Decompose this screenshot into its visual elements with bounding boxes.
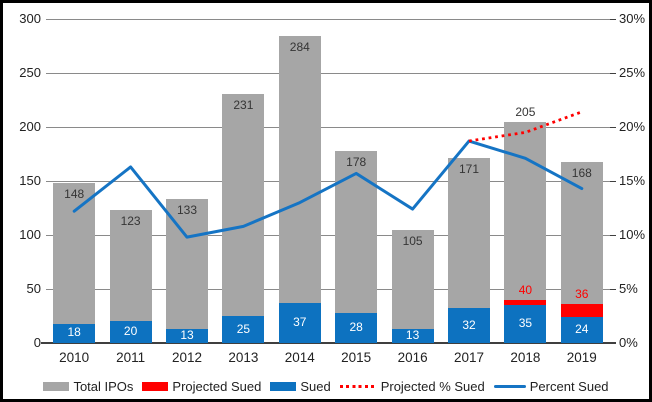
bar-projected-sued-2018 xyxy=(504,299,547,306)
x-tick-2015: 2015 xyxy=(341,350,372,365)
label-total-ipos-2012: 133 xyxy=(176,203,198,218)
y-left-tick-200: 200 xyxy=(19,119,41,134)
y-left-tick-100: 100 xyxy=(19,227,41,242)
y-right-tick-0%: 0% xyxy=(619,335,638,350)
bar-projected-sued-2019 xyxy=(560,304,603,318)
x-tick-2014: 2014 xyxy=(284,350,315,365)
x-tick-2018: 2018 xyxy=(510,350,541,365)
legend-label: Sued xyxy=(300,378,331,394)
label-total-ipos-2016: 105 xyxy=(402,233,423,248)
y-left-tick-250: 250 xyxy=(19,65,41,80)
legend-swatch-line xyxy=(493,384,526,388)
label-sued-2014: 37 xyxy=(293,315,307,330)
y-left-tick-150: 150 xyxy=(19,173,41,188)
right-axis-tick xyxy=(610,288,616,290)
gridline-50 xyxy=(46,288,610,290)
x-tick-2017: 2017 xyxy=(453,350,485,365)
label-total-ipos-2017: 171 xyxy=(458,162,480,177)
label-sued-2015: 28 xyxy=(349,319,363,334)
y-right-tick-5%: 5% xyxy=(619,281,638,296)
y-right-tick-30%: 30% xyxy=(619,11,646,26)
legend-swatch-bar xyxy=(270,381,297,391)
label-total-ipos-2015: 178 xyxy=(346,154,367,169)
legend-label: Projected Sued xyxy=(172,378,262,394)
x-tick-2012: 2012 xyxy=(171,350,203,365)
bar-sued-2011 xyxy=(109,321,152,343)
legend-swatch-dotted-line xyxy=(339,384,377,388)
legend-item-total-ipos: Total IPOs xyxy=(43,379,133,394)
label-projected-sued-2018: 40 xyxy=(518,282,533,297)
label-sued-2019: 24 xyxy=(575,322,589,337)
bar-total-ipos-2010 xyxy=(53,183,96,343)
x-tick-2016: 2016 xyxy=(397,350,428,365)
label-sued-2012: 13 xyxy=(180,327,194,342)
bar-sued-2018 xyxy=(504,305,547,343)
bar-total-ipos-2012 xyxy=(166,199,208,343)
legend-swatch-bar xyxy=(142,381,169,391)
x-tick-2013: 2013 xyxy=(228,350,259,365)
right-axis-tick xyxy=(610,234,616,236)
y-right-tick-25%: 25% xyxy=(619,65,646,80)
x-tick-2010: 2010 xyxy=(59,350,90,365)
legend-item-percent-sued: Percent Sued xyxy=(493,378,609,394)
y-left-tick-300: 300 xyxy=(19,11,41,26)
label-total-ipos-2013: 231 xyxy=(233,97,254,112)
x-axis-line xyxy=(41,342,616,344)
label-projected-sued-2019: 36 xyxy=(575,287,589,302)
bar-sued-2017 xyxy=(448,308,490,343)
legend-item-sued: Sued xyxy=(270,378,331,394)
bar-sued-2014 xyxy=(278,303,321,343)
label-sued-2017: 32 xyxy=(462,317,476,332)
legend-label: Total IPOs xyxy=(73,378,134,394)
y-left-tick-0: 0 xyxy=(33,335,41,350)
label-total-ipos-2010: 148 xyxy=(64,187,85,202)
x-tick-2011: 2011 xyxy=(116,350,146,365)
label-sued-2010: 18 xyxy=(67,325,81,340)
gridline-300 xyxy=(46,18,610,20)
right-axis-tick xyxy=(610,18,616,20)
y-right-tick-20%: 20% xyxy=(619,119,646,134)
x-tick-2019: 2019 xyxy=(566,350,597,365)
bar-total-ipos-2014 xyxy=(278,36,321,343)
legend-item-projected-sued: Projected % Sued xyxy=(339,378,485,394)
right-axis-tick xyxy=(610,72,616,74)
legend: Total IPOs Projected Sued Sued Projected % … xyxy=(3,375,649,397)
label-total-ipos-2011: 123 xyxy=(120,214,141,229)
label-sued-2013: 25 xyxy=(236,321,251,336)
y-right-tick-15%: 15% xyxy=(619,173,646,188)
gridline-250 xyxy=(46,72,610,74)
label-sued-2018: 35 xyxy=(518,316,533,331)
bar-total-ipos-2013 xyxy=(222,93,265,343)
bar-sued-2012 xyxy=(166,328,208,343)
y-left-tick-50: 50 xyxy=(26,281,41,296)
bar-sued-2015 xyxy=(335,312,378,343)
legend-label: Projected % Sued xyxy=(380,378,485,394)
label-total-ipos-2019: 168 xyxy=(571,165,592,180)
label-sued-2011: 20 xyxy=(123,324,138,339)
legend-label: Percent Sued xyxy=(529,378,609,394)
legend-swatch-bar xyxy=(43,381,70,391)
right-axis-tick xyxy=(610,126,616,128)
bar-total-ipos-2016 xyxy=(391,229,434,343)
label-sued-2016: 13 xyxy=(405,327,420,342)
bar-sued-2013 xyxy=(222,316,265,343)
label-total-ipos-2018: 205 xyxy=(515,104,536,119)
legend-item-projected-sued: Projected Sued xyxy=(142,379,261,394)
bar-sued-2010 xyxy=(53,323,96,343)
label-total-ipos-2014: 284 xyxy=(289,40,310,55)
right-axis-tick xyxy=(610,180,616,182)
right-axis-tick xyxy=(610,342,616,344)
y-right-tick-10%: 10% xyxy=(619,227,646,242)
bar-sued-2016 xyxy=(391,328,434,343)
gridline-200 xyxy=(46,126,610,128)
bar-sued-2019 xyxy=(560,317,603,343)
